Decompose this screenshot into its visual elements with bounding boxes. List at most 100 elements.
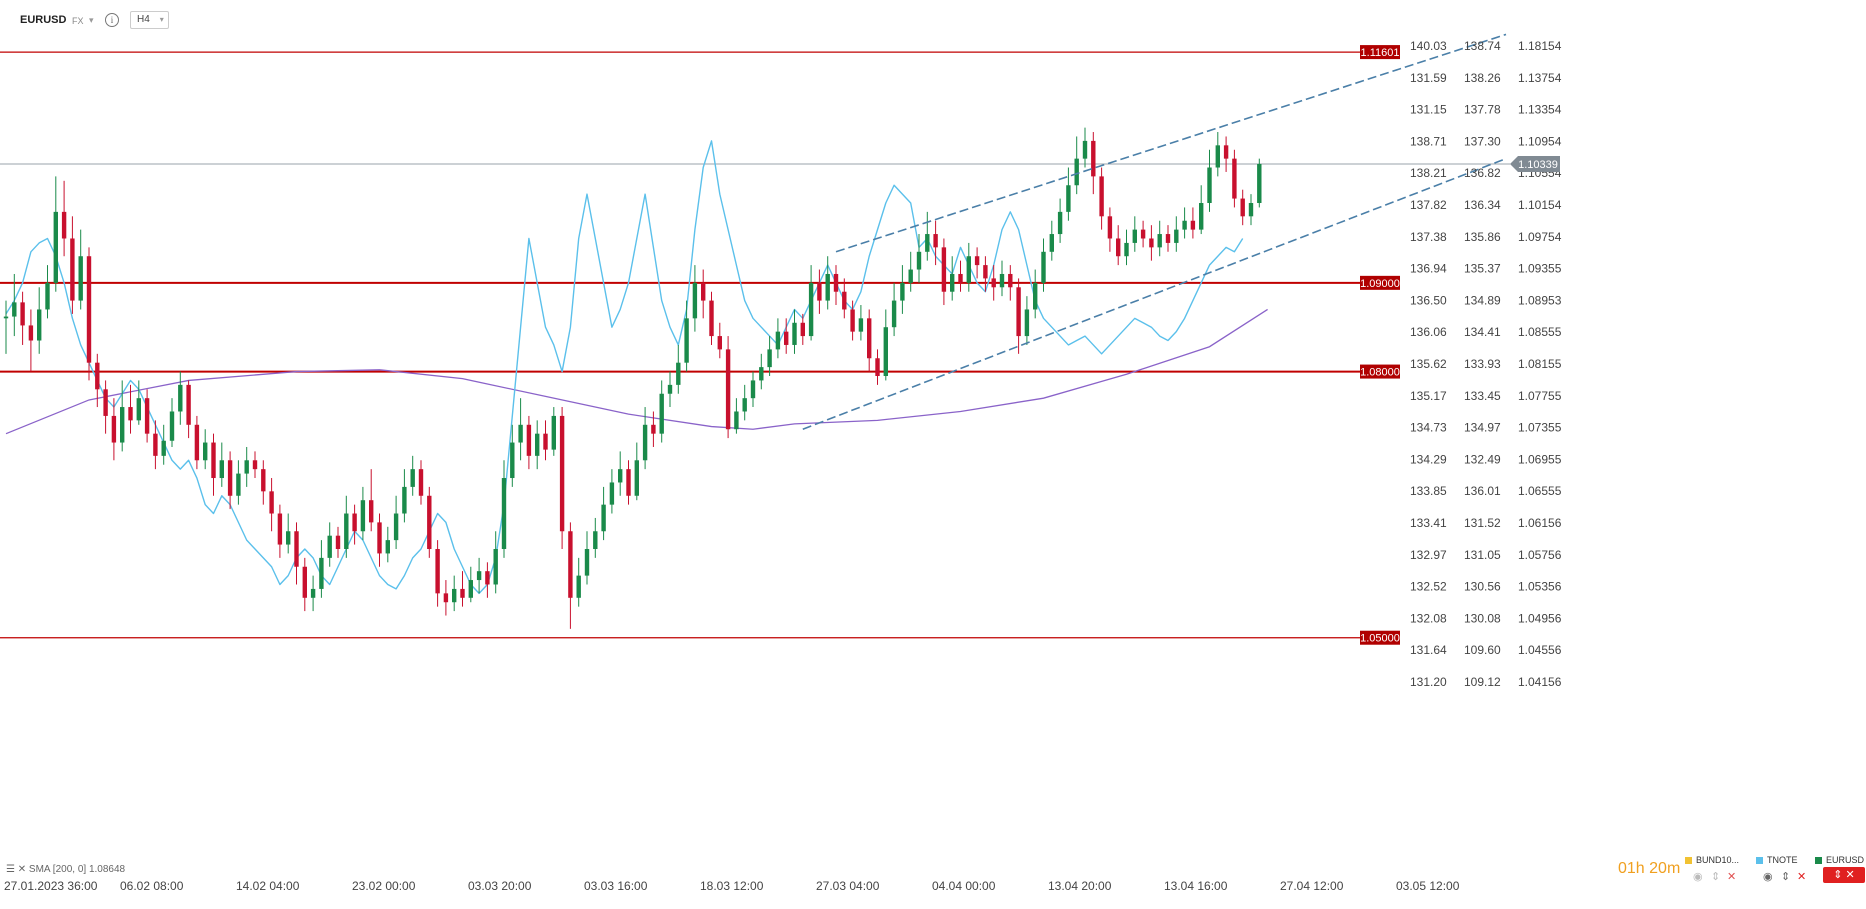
y-axis-right-tick: 1.13754	[1518, 71, 1562, 85]
candle-body	[435, 549, 440, 594]
y-axis-mid-tick: 130.08	[1464, 611, 1501, 625]
candle	[817, 269, 822, 314]
candle-body	[1016, 287, 1021, 337]
remove-symbol-button[interactable]: ⇕ ✕	[1823, 867, 1865, 883]
y-axis-right-tick: 1.08555	[1518, 325, 1562, 339]
candle	[717, 322, 722, 359]
candle-body	[178, 384, 183, 412]
y-axis-right-tick: 1.09355	[1518, 262, 1562, 276]
y-axis-right-tick: 1.06156	[1518, 516, 1562, 530]
candle-body	[70, 238, 75, 301]
y-axis-left-tick: 138.21	[1410, 166, 1447, 180]
candle-body	[535, 433, 540, 456]
candle	[120, 380, 125, 452]
y-axis-right-tick: 1.07355	[1518, 421, 1562, 435]
eye-icon[interactable]: ◉	[1763, 871, 1773, 883]
candle	[1124, 229, 1129, 266]
candle	[676, 344, 681, 394]
x-axis-tick: 04.04 00:00	[932, 879, 996, 893]
candle-body	[925, 234, 930, 252]
candle	[501, 460, 507, 558]
candle	[136, 380, 141, 425]
eye-icon[interactable]: ◉	[1693, 871, 1703, 883]
y-axis-left-tick: 134.73	[1410, 421, 1447, 435]
candle-body	[601, 504, 606, 532]
candle-body	[144, 398, 150, 434]
symbol-legend-item[interactable]: EURUSD	[1815, 855, 1864, 865]
candle	[20, 291, 25, 345]
y-axis-right-tick: 1.10954	[1518, 134, 1562, 148]
candle-body	[618, 469, 623, 483]
market-type-label[interactable]: FX	[72, 16, 84, 26]
trend-channel	[802, 33, 1507, 430]
y-axis-right-tick: 1.04956	[1518, 611, 1562, 625]
candle-body	[850, 309, 855, 332]
candle-body	[244, 460, 249, 474]
x-axis-tick: 03.03 16:00	[584, 879, 648, 893]
candle-body	[725, 349, 731, 430]
candle-body	[219, 460, 224, 479]
symbol-legend-item[interactable]: BUND10...	[1685, 855, 1739, 865]
reorder-icon[interactable]: ⇕	[1711, 871, 1721, 883]
candle	[3, 300, 9, 354]
y-axes: 140.03 138.74 1.18154 131.59 138.26 1.13754 13…	[1410, 39, 1562, 689]
close-icon[interactable]: ✕	[1797, 871, 1807, 883]
candle	[974, 247, 980, 279]
x-axis-tick: 14.02 04:00	[236, 879, 300, 893]
candle-body	[1165, 234, 1171, 243]
symbol-color-swatch	[1815, 857, 1822, 865]
candle-body	[103, 389, 108, 416]
timeframe-select[interactable]: H4 ▾	[130, 11, 169, 29]
candle-body	[169, 411, 175, 441]
candle	[194, 415, 200, 470]
candle-body	[410, 469, 415, 487]
y-axis-mid-tick: 131.05	[1464, 548, 1501, 562]
chart-toolbar: EURUSD FX ▾ i H4 ▾	[0, 0, 1866, 36]
candle-body	[302, 566, 307, 598]
candle-body	[418, 469, 424, 496]
y-axis-left-tick: 132.52	[1410, 580, 1447, 594]
candle-body	[269, 491, 274, 514]
sma-200-line	[5, 308, 1268, 435]
candle	[28, 309, 34, 372]
candle-body	[393, 513, 399, 541]
chevron-down-icon[interactable]: ▾	[89, 15, 94, 25]
candle	[61, 180, 67, 257]
candle	[535, 420, 540, 470]
candle	[1240, 189, 1245, 226]
level-price-tag	[1360, 364, 1400, 379]
symbol-legend-item[interactable]: TNOTE	[1756, 855, 1798, 865]
y-axis-mid-tick: 134.89	[1464, 293, 1501, 307]
candle-body	[667, 384, 673, 394]
candle-body	[692, 282, 698, 319]
close-icon[interactable]: ✕	[1727, 871, 1737, 883]
candle-body	[385, 540, 390, 554]
horizontal-levels: 1.11601 1.09000 1.08000 1.05000	[0, 45, 1510, 645]
candle-body	[460, 588, 465, 598]
info-icon[interactable]: i	[105, 13, 119, 27]
indicator-legend[interactable]: ☰ ✕ SMA [200, 0] 1.08648	[6, 864, 125, 875]
candle	[269, 478, 274, 532]
candle-body	[559, 415, 565, 532]
candle	[452, 575, 457, 612]
reorder-icon[interactable]: ⇕	[1781, 871, 1791, 883]
y-axis-left-tick: 140.03	[1410, 39, 1447, 53]
candle-body	[1099, 176, 1104, 217]
candle	[1049, 220, 1054, 261]
candle-body	[950, 273, 955, 292]
candle	[1008, 265, 1013, 301]
candle	[709, 291, 714, 345]
candle-body	[1124, 242, 1129, 257]
symbol-label[interactable]: EURUSD	[20, 14, 67, 26]
candle	[1182, 207, 1187, 239]
candle-body	[485, 571, 490, 585]
y-axis-left-tick: 135.62	[1410, 357, 1447, 371]
candle-body	[227, 460, 233, 496]
indicator-menu-icon[interactable]: ☰ ✕	[6, 864, 27, 875]
candle	[526, 415, 532, 470]
x-axis-tick: 27.03 04:00	[816, 879, 880, 893]
candle-body	[1049, 234, 1054, 252]
candle	[875, 349, 880, 385]
candle	[45, 265, 50, 319]
